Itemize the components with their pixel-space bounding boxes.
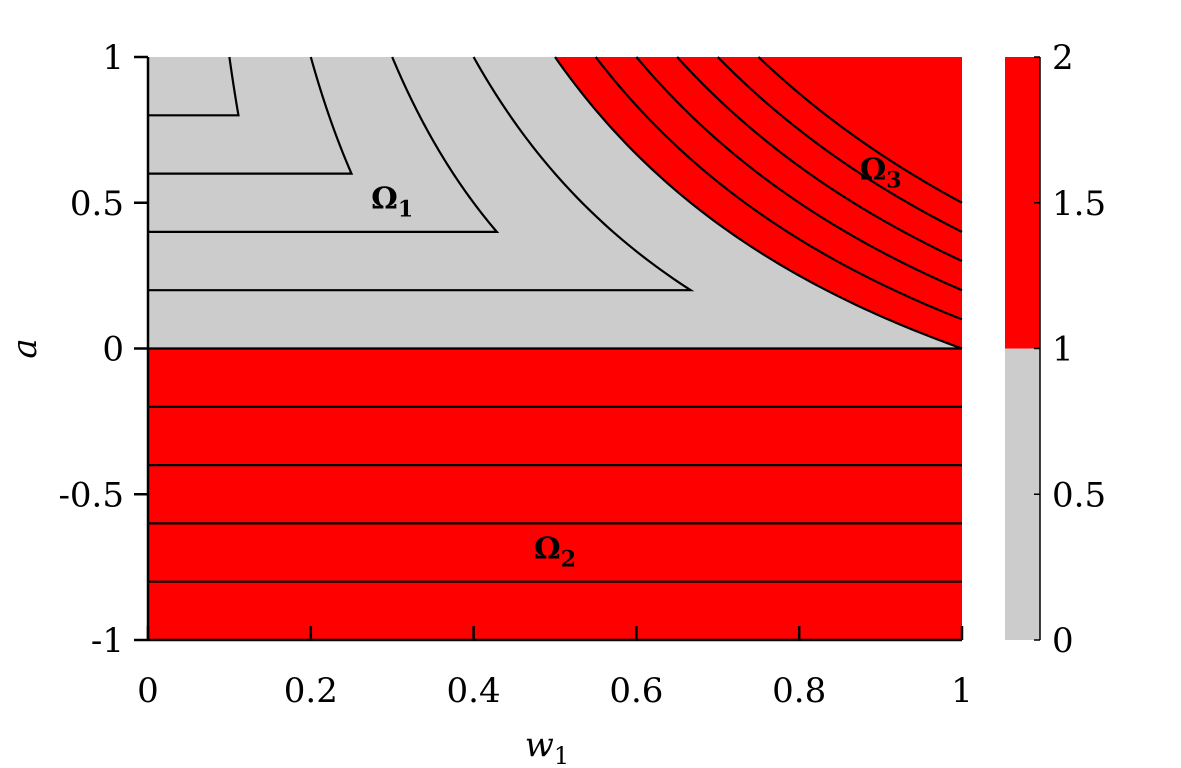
y-tick-label: 0.5 xyxy=(70,184,124,224)
x-tick-label: 0.2 xyxy=(284,671,338,711)
colorbar-tick-label: 2 xyxy=(1052,38,1074,78)
contour-line xyxy=(676,56,963,263)
region-omega-2 xyxy=(148,348,962,640)
x-tick-label: 0.6 xyxy=(609,671,663,711)
colorbar-tick-label: 1.5 xyxy=(1052,184,1106,224)
x-tick-label: 0.4 xyxy=(447,671,501,711)
contour-line xyxy=(148,56,500,233)
y-tick-label: 1 xyxy=(102,38,124,78)
y-tick-label: 0 xyxy=(102,330,124,370)
y-tick-label: -0.5 xyxy=(58,475,124,515)
x-axis-label: w1 xyxy=(525,725,569,768)
colorbar-tick-label: 1 xyxy=(1052,330,1074,370)
contour-line xyxy=(757,56,963,204)
region-omega-3 xyxy=(555,57,962,349)
contour-line xyxy=(148,56,354,175)
x-tick-label: 0 xyxy=(137,671,159,711)
contour-line xyxy=(594,56,963,321)
colorbar-tick-label: 0 xyxy=(1052,621,1074,661)
y-axis-label: a xyxy=(5,338,45,358)
contour-line xyxy=(717,56,963,233)
y-tick-label: -1 xyxy=(91,621,124,661)
colorbar-tick-label: 0.5 xyxy=(1052,475,1106,515)
x-tick-label: 0.8 xyxy=(772,671,826,711)
contour-line xyxy=(148,56,240,117)
x-tick-label: 1 xyxy=(951,671,973,711)
boundary-curve xyxy=(554,56,963,350)
contour-line xyxy=(635,56,963,292)
contour-line xyxy=(148,56,695,292)
